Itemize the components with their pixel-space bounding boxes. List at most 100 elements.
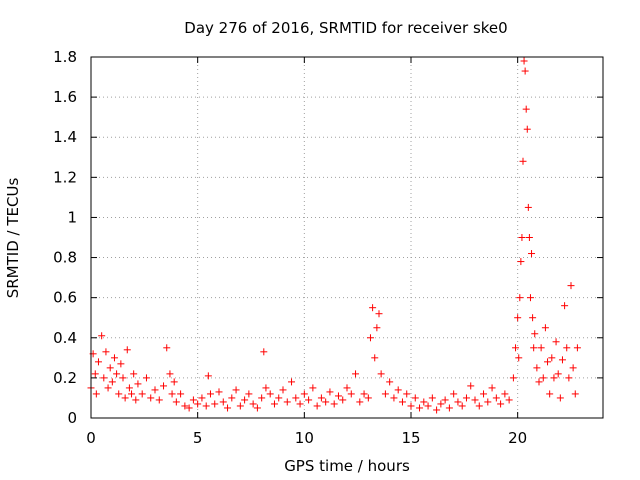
data-point bbox=[558, 356, 566, 364]
data-point bbox=[339, 396, 347, 404]
x-tick-label: 5 bbox=[193, 429, 203, 447]
data-point bbox=[326, 388, 334, 396]
data-point bbox=[492, 394, 500, 402]
data-point bbox=[567, 282, 575, 290]
data-point bbox=[394, 386, 402, 394]
data-point bbox=[270, 400, 278, 408]
data-point bbox=[462, 394, 470, 402]
y-tick-label: 1.8 bbox=[53, 48, 77, 66]
data-point bbox=[189, 396, 197, 404]
data-point bbox=[245, 390, 253, 398]
data-point bbox=[516, 294, 524, 302]
x-tick-label: 0 bbox=[86, 429, 96, 447]
data-point bbox=[110, 354, 118, 362]
data-point bbox=[228, 394, 236, 402]
data-point bbox=[142, 374, 150, 382]
data-point bbox=[125, 384, 133, 392]
data-point bbox=[533, 364, 541, 372]
data-point bbox=[322, 398, 330, 406]
data-point bbox=[253, 404, 261, 412]
data-point bbox=[236, 402, 244, 410]
data-point bbox=[514, 314, 522, 322]
data-point bbox=[330, 400, 338, 408]
data-point bbox=[537, 344, 545, 352]
data-point bbox=[377, 370, 385, 378]
data-point bbox=[185, 404, 193, 412]
data-point bbox=[117, 360, 125, 368]
x-tick-label: 10 bbox=[295, 429, 314, 447]
data-point bbox=[160, 382, 168, 390]
data-point bbox=[544, 358, 552, 366]
data-point bbox=[292, 394, 300, 402]
data-point bbox=[484, 398, 492, 406]
data-point bbox=[313, 402, 321, 410]
data-point bbox=[151, 386, 159, 394]
data-point bbox=[364, 394, 372, 402]
data-point bbox=[360, 390, 368, 398]
data-point bbox=[550, 374, 558, 382]
data-point bbox=[556, 394, 564, 402]
data-point bbox=[371, 354, 379, 362]
data-point bbox=[428, 394, 436, 402]
data-point bbox=[104, 384, 112, 392]
data-point bbox=[416, 404, 424, 412]
data-point bbox=[134, 380, 142, 388]
data-point bbox=[535, 378, 543, 386]
data-point bbox=[147, 394, 155, 402]
data-point bbox=[433, 406, 441, 414]
data-point bbox=[241, 396, 249, 404]
x-tick-labels: 0 5 10 15 20 bbox=[86, 429, 527, 447]
data-point bbox=[518, 234, 526, 241]
data-point bbox=[181, 402, 189, 410]
data-point bbox=[524, 203, 532, 211]
data-point bbox=[138, 390, 146, 398]
data-point bbox=[262, 384, 270, 392]
data-point bbox=[305, 396, 313, 404]
plot-frame bbox=[90, 56, 604, 419]
data-point bbox=[475, 402, 483, 410]
data-point bbox=[530, 344, 538, 352]
data-point bbox=[450, 390, 458, 398]
data-point bbox=[488, 384, 496, 392]
data-point bbox=[166, 370, 174, 378]
data-point bbox=[522, 105, 530, 113]
data-point bbox=[211, 400, 219, 408]
data-point bbox=[458, 402, 466, 410]
y-tick-label: 0.4 bbox=[53, 329, 77, 347]
data-point bbox=[300, 390, 308, 398]
data-point bbox=[369, 304, 377, 312]
data-point bbox=[565, 374, 573, 382]
x-axis-label: GPS time / hours bbox=[284, 457, 410, 475]
data-point bbox=[569, 364, 577, 372]
data-point bbox=[106, 364, 114, 372]
x-tick-label: 15 bbox=[401, 429, 420, 447]
data-point bbox=[441, 396, 449, 404]
data-point bbox=[224, 404, 232, 412]
data-point bbox=[420, 398, 428, 406]
y-tick-label: 1.4 bbox=[53, 128, 77, 146]
data-point bbox=[548, 354, 556, 362]
y-tick-labels: 0 0.2 0.4 0.6 0.8 1 1.2 1.4 1.6 1.8 bbox=[53, 48, 77, 427]
y-tick-label: 1.2 bbox=[53, 168, 77, 186]
data-point bbox=[130, 370, 138, 378]
data-point bbox=[204, 372, 212, 380]
data-point bbox=[381, 390, 389, 398]
y-tick-label: 0 bbox=[67, 409, 77, 427]
data-point bbox=[512, 344, 520, 352]
chart-title: Day 276 of 2016, SRMTID for receiver ske… bbox=[184, 19, 507, 37]
data-point bbox=[411, 394, 419, 402]
axis-ticks bbox=[90, 56, 603, 419]
data-point bbox=[92, 390, 100, 398]
data-point bbox=[424, 402, 432, 410]
data-point bbox=[403, 390, 411, 398]
data-point bbox=[347, 390, 355, 398]
data-point bbox=[571, 390, 579, 398]
data-point bbox=[172, 398, 180, 406]
data-point bbox=[515, 354, 523, 362]
data-point bbox=[573, 344, 581, 352]
data-point bbox=[390, 394, 398, 402]
data-point bbox=[525, 234, 533, 241]
data-point bbox=[266, 390, 274, 398]
